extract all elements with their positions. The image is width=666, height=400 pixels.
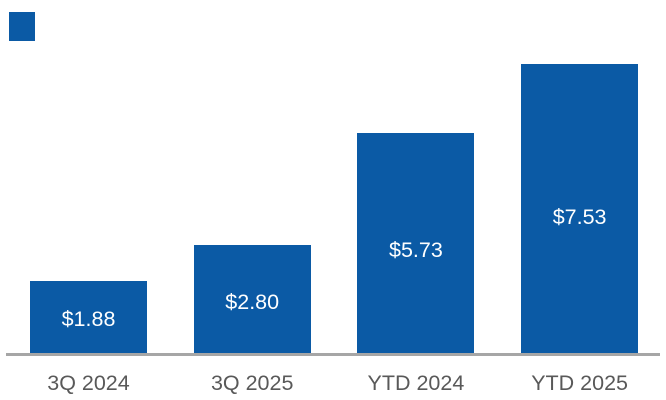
bar-value-label: $5.73 (388, 238, 443, 262)
category-label: YTD 2025 (531, 371, 628, 395)
bar: $7.53 (521, 64, 639, 353)
category-label: 3Q 2025 (210, 371, 294, 395)
bar: $2.80 (193, 245, 311, 353)
category-label: 3Q 2024 (47, 371, 130, 395)
x-axis-line (6, 353, 660, 356)
bar: $5.73 (357, 133, 475, 353)
bar-value-label: $1.88 (61, 307, 116, 331)
bar-value-label: $2.80 (225, 290, 280, 314)
bar: $1.88 (30, 281, 147, 353)
bar-value-label: $7.53 (552, 205, 607, 229)
category-label: YTD 2024 (367, 371, 465, 395)
corner-accent-square (9, 12, 35, 41)
